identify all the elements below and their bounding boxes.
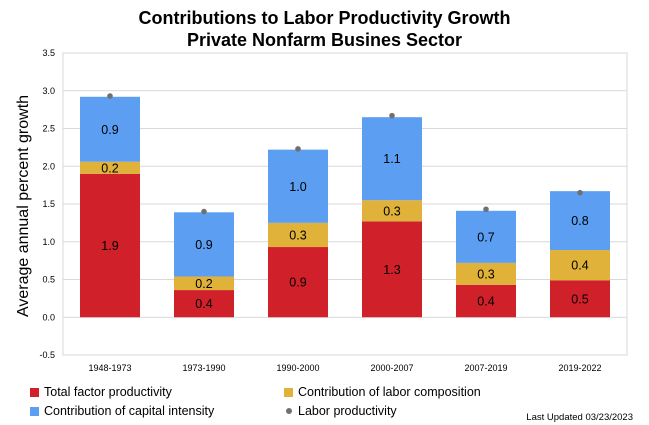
bar-segment-tfp — [174, 290, 234, 318]
legend-label-tfp: Total factor productivity — [44, 385, 172, 399]
y-axis-label: Average annual percent growth — [15, 95, 32, 317]
labor-productivity-point — [295, 146, 301, 152]
data-label: 0.2 — [195, 277, 212, 291]
bar-segment-capital-intensity — [362, 117, 422, 201]
labor-productivity-point — [483, 206, 489, 213]
bar-segment-labor-composition — [174, 276, 234, 291]
labor-productivity-point — [577, 189, 583, 196]
x-tick-label: 2000-2007 — [370, 363, 413, 373]
bar-segment-tfp — [268, 247, 328, 318]
legend-item-labor-productivity: Labor productivity — [284, 404, 397, 418]
bar-segment-tfp — [456, 284, 516, 318]
bar-segment-capital-intensity — [174, 212, 234, 277]
bar-segment-labor-composition — [456, 262, 516, 285]
data-label: 0.9 — [195, 238, 212, 252]
x-tick-label: 2019-2022 — [558, 363, 601, 373]
y-tick-label: 0.0 — [42, 312, 55, 322]
data-label: 0.5 — [571, 292, 588, 306]
data-label: 0.4 — [477, 295, 494, 309]
chart-title: Contributions to Labor Productivity Grow… — [138, 8, 511, 28]
legend-label-labor-composition: Contribution of labor composition — [298, 385, 481, 399]
bar-segment-capital-intensity — [456, 210, 516, 263]
data-label: 0.4 — [571, 259, 588, 273]
legend-item-capital-intensity: Contribution of capital intensity — [30, 404, 214, 418]
labor-productivity-point — [107, 93, 113, 99]
y-tick-label: 2.5 — [42, 124, 55, 134]
bar-segment-capital-intensity — [80, 96, 140, 162]
chart-subtitle: Private Nonfarm Busines Sector — [186, 30, 463, 50]
bar-segment-capital-intensity — [268, 149, 328, 223]
legend-label-capital-intensity: Contribution of capital intensity — [44, 404, 215, 418]
data-label: 0.4 — [195, 297, 212, 311]
legend-swatch-tfp — [30, 387, 39, 397]
last-updated-note: Last Updated 03/23/2023 — [526, 412, 633, 423]
bar-segment-labor-composition — [80, 161, 140, 174]
data-label: 0.2 — [101, 161, 118, 175]
legend-item-labor-composition: Contribution of labor composition — [284, 385, 481, 399]
x-tick-label: 1973-1990 — [182, 363, 225, 373]
legend-label-labor-productivity: Labor productivity — [298, 404, 397, 418]
data-label: 0.3 — [477, 267, 494, 281]
data-label: 1.9 — [101, 239, 118, 253]
labor-productivity-point — [201, 208, 207, 215]
data-label: 0.7 — [477, 230, 494, 244]
bar-segment-tfp — [362, 221, 422, 318]
bar-segment-labor-composition — [550, 250, 610, 281]
data-label: 1.1 — [383, 152, 400, 166]
x-tick-label: 1990-2000 — [276, 363, 319, 373]
data-label: 0.9 — [101, 123, 118, 137]
data-label: 0.9 — [289, 276, 306, 290]
y-tick-label: 0.5 — [42, 275, 55, 285]
x-tick-label: 2007-2019 — [464, 363, 507, 373]
bar-segment-capital-intensity — [550, 191, 610, 251]
data-label: 0.8 — [571, 214, 588, 228]
data-label: 1.3 — [383, 263, 400, 277]
y-tick-label: 3.5 — [42, 48, 55, 58]
y-tick-label: 2.0 — [42, 161, 55, 171]
y-tick-label: 1.0 — [42, 237, 55, 247]
data-label: 0.3 — [383, 204, 400, 218]
y-tick-label: -0.5 — [39, 350, 55, 360]
y-tick-label: 3.0 — [42, 86, 55, 96]
data-label: 1.0 — [289, 180, 306, 194]
legend-swatch-labor-composition — [284, 387, 293, 397]
x-tick-label: 1948-1973 — [88, 363, 131, 373]
legend-swatch-capital-intensity — [30, 406, 39, 416]
bar-segment-tfp — [80, 173, 140, 318]
bar-segment-labor-composition — [268, 222, 328, 248]
legend-marker-labor-productivity — [286, 408, 292, 414]
labor-productivity-point — [389, 112, 395, 119]
legend-item-tfp: Total factor productivity — [30, 385, 172, 399]
bar-segment-tfp — [550, 280, 610, 318]
bar-segment-labor-composition — [362, 200, 422, 222]
y-tick-label: 1.5 — [42, 199, 55, 209]
data-label: 0.3 — [289, 228, 306, 242]
